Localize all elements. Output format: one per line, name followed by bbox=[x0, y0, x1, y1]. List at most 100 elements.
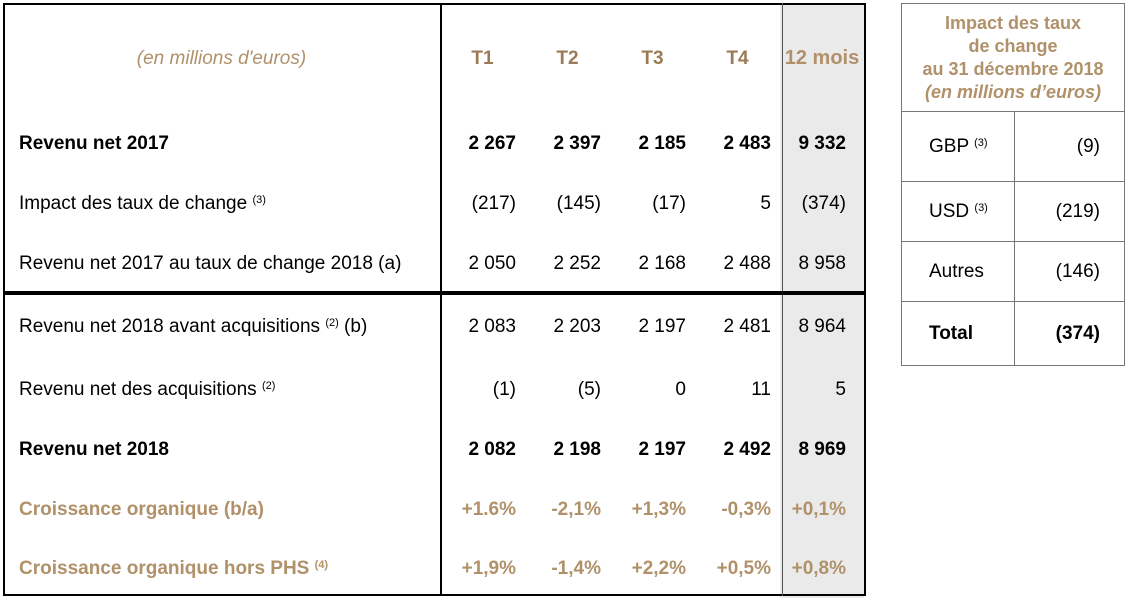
header-t1: T1 bbox=[471, 47, 494, 69]
cell-12-mois: 8 969 bbox=[780, 420, 864, 480]
fx-row: USD (3) (219) bbox=[901, 181, 1125, 242]
fx-title-line-3: au 31 décembre 2018 bbox=[922, 58, 1104, 79]
cell-t3: 2 168 bbox=[638, 253, 686, 274]
cell-t4: 2 481 bbox=[723, 316, 771, 337]
table-row: Impact des taux de change (3) (217) (145) (… bbox=[3, 174, 864, 234]
fx-title-line-1: Impact des taux bbox=[944, 12, 1082, 33]
row-label-text: Revenu net 2017 bbox=[19, 133, 169, 154]
cell-t4: 11 bbox=[751, 379, 771, 400]
fx-value: (219) bbox=[1013, 181, 1125, 242]
fx-currency: Total bbox=[901, 301, 1015, 366]
unit-label: (en millions d'euros) bbox=[136, 47, 307, 69]
cell-t2: 2 203 bbox=[553, 316, 601, 337]
footnote-ref: (2) bbox=[261, 380, 276, 392]
fx-value: (374) bbox=[1013, 301, 1125, 366]
cell-t2: (5) bbox=[577, 379, 601, 400]
table-row: Revenu net 2017 au taux de change 2018 (… bbox=[3, 234, 864, 294]
row-label: Revenu net 2018 bbox=[3, 420, 440, 480]
cell-t3: 2 197 bbox=[638, 316, 686, 337]
row-label: Croissance organique (b/a) bbox=[3, 480, 440, 540]
cell-t1: 2 082 bbox=[468, 439, 516, 460]
cell-t3: 2 197 bbox=[638, 439, 686, 460]
cell-t1: (1) bbox=[492, 379, 516, 400]
table-header-row: (en millions d'euros) T1 T2 T3 T4 12 moi… bbox=[3, 3, 864, 114]
label-column-divider bbox=[440, 3, 442, 596]
fx-title-unit: (en millions d’euros) bbox=[924, 81, 1102, 102]
header-t3: T3 bbox=[641, 47, 664, 69]
table-row: Revenu net 2018 avant acquisitions (2) (… bbox=[3, 294, 864, 360]
row-label-text: Revenu net des acquisitions bbox=[19, 379, 257, 400]
header-t2: T2 bbox=[556, 47, 579, 69]
row-label-suffix: (b) bbox=[338, 316, 368, 337]
header-t4: T4 bbox=[726, 47, 749, 69]
table-row: Croissance organique hors PHS (4) +1,9% -1… bbox=[3, 540, 864, 598]
row-label: Impact des taux de change (3) bbox=[3, 174, 440, 234]
fx-impact-body: GBP (3) (9) USD (3) (219) Autres (146) Total (3… bbox=[901, 111, 1125, 366]
cell-t3: +1,3% bbox=[631, 499, 686, 520]
row-label-text: Revenu net 2017 au taux de change 2018 (… bbox=[19, 253, 402, 274]
table-row: Revenu net 2018 2 082 2 198 2 197 2 492 8 969 bbox=[3, 420, 864, 480]
fx-impact-table: Impact des taux de change au 31 décembre… bbox=[901, 3, 1125, 366]
cell-12-mois: 8 958 bbox=[780, 234, 864, 294]
row-label: Revenu net 2018 avant acquisitions (2) (… bbox=[3, 294, 440, 360]
footnote-ref: (3) bbox=[252, 194, 266, 206]
fx-currency-text: Total bbox=[929, 322, 973, 344]
row-label-text: Revenu net 2018 bbox=[19, 439, 169, 460]
footnote-ref: (2) bbox=[325, 317, 339, 329]
table-body: Revenu net 2017 2 267 2 397 2 185 2 483 9 332… bbox=[3, 114, 864, 598]
cell-t3: (17) bbox=[652, 193, 686, 214]
fx-title-line-2: de change bbox=[968, 35, 1058, 56]
row-label: Revenu net des acquisitions (2) bbox=[3, 360, 440, 420]
cell-12-mois: (374) bbox=[780, 174, 864, 234]
cell-t1: +1.6% bbox=[461, 499, 516, 520]
fx-currency: USD (3) bbox=[901, 181, 1015, 242]
cell-t4: 2 492 bbox=[723, 439, 771, 460]
footnote-ref: (4) bbox=[314, 559, 329, 571]
fx-currency: GBP (3) bbox=[901, 111, 1015, 182]
section-divider bbox=[3, 291, 866, 295]
cell-t4: +0,5% bbox=[716, 558, 771, 579]
row-label: Croissance organique hors PHS (4) bbox=[3, 540, 440, 598]
cell-t4: 2 488 bbox=[723, 253, 771, 274]
row-label-text: Croissance organique hors PHS bbox=[19, 558, 310, 579]
cell-12-mois: +0,1% bbox=[780, 480, 864, 540]
table-row: Revenu net des acquisitions (2) (1) (5) 0 11… bbox=[3, 360, 864, 420]
row-label-text: Revenu net 2018 avant acquisitions bbox=[19, 316, 321, 337]
row-label-text: Croissance organique (b/a) bbox=[19, 499, 264, 520]
cell-t2: -2,1% bbox=[551, 499, 601, 520]
footnote-ref: (3) bbox=[974, 201, 988, 214]
fx-row: Autres (146) bbox=[901, 241, 1125, 302]
fx-row: GBP (3) (9) bbox=[901, 111, 1125, 182]
footnote-ref: (3) bbox=[974, 136, 988, 149]
fx-value: (9) bbox=[1013, 111, 1125, 182]
cell-t2: (145) bbox=[556, 193, 601, 214]
fx-row: Total (374) bbox=[901, 301, 1125, 366]
cell-t1: 2 267 bbox=[468, 133, 516, 154]
row-label: Revenu net 2017 bbox=[3, 114, 440, 174]
revenue-table: (en millions d'euros) T1 T2 T3 T4 12 moi… bbox=[3, 3, 864, 598]
table-row: Croissance organique (b/a) +1.6% -2,1% +1,3… bbox=[3, 480, 864, 540]
cell-t1: +1,9% bbox=[461, 558, 516, 579]
cell-t4: -0,3% bbox=[721, 499, 771, 520]
cell-t4: 5 bbox=[760, 193, 771, 214]
fx-currency-text: GBP bbox=[929, 135, 969, 157]
cell-t3: 0 bbox=[675, 379, 686, 400]
fx-currency-text: USD bbox=[929, 200, 970, 222]
cell-12-mois: 9 332 bbox=[780, 114, 864, 174]
total-column-divider bbox=[782, 3, 783, 596]
cell-t1: 2 083 bbox=[468, 316, 516, 337]
table-row: Revenu net 2017 2 267 2 397 2 185 2 483 9 332 bbox=[3, 114, 864, 174]
fx-impact-title: Impact des taux de change au 31 décembre… bbox=[901, 3, 1125, 112]
fx-currency: Autres bbox=[901, 241, 1015, 302]
cell-t3: +2,2% bbox=[631, 558, 686, 579]
cell-12-mois: +0,8% bbox=[780, 540, 864, 598]
cell-t3: 2 185 bbox=[638, 133, 686, 154]
cell-t4: 2 483 bbox=[723, 133, 771, 154]
row-label-text: Impact des taux de change bbox=[19, 193, 248, 214]
fx-currency-text: Autres bbox=[929, 260, 984, 282]
cell-12-mois: 8 964 bbox=[780, 294, 864, 360]
header-12-mois: 12 mois bbox=[780, 3, 864, 114]
cell-t1: 2 050 bbox=[468, 253, 516, 274]
fx-value: (146) bbox=[1013, 241, 1125, 302]
cell-t2: 2 397 bbox=[553, 133, 601, 154]
